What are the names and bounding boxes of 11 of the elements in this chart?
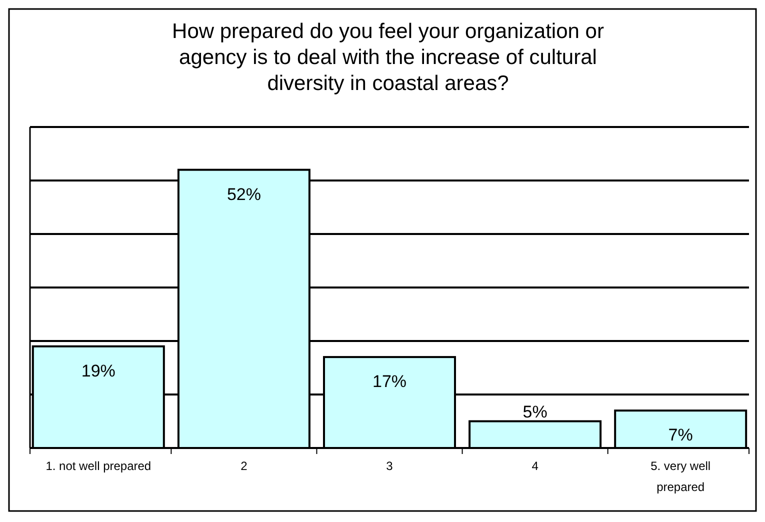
data-label: 52% (226, 184, 261, 204)
data-label: 7% (668, 426, 693, 445)
x-tick-label: 4 (532, 459, 539, 473)
x-tick-label: 1. not well prepared (46, 459, 152, 473)
x-tick-label: 2 (240, 459, 248, 473)
data-label: 19% (81, 361, 116, 380)
x-tick-label: 5. very well prepared (650, 459, 711, 494)
chart-title: How prepared do you feel your organization or agency is to deal with the increase of cultural diversity in coastal areas? (172, 20, 604, 95)
data-label: 17% (372, 372, 407, 392)
data-label: 5% (522, 402, 548, 422)
x-tick-label: 3 (386, 459, 394, 473)
